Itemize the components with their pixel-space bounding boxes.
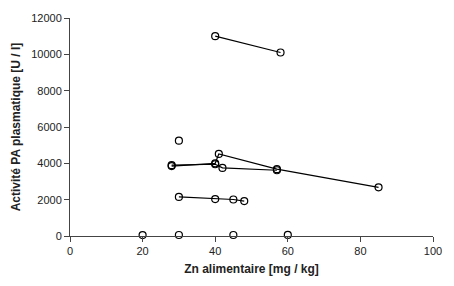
svg-text:Activité PA plasmatique [U / l: Activité PA plasmatique [U / l] xyxy=(9,43,23,212)
svg-text:40: 40 xyxy=(209,245,221,257)
svg-text:2000: 2000 xyxy=(37,194,61,206)
svg-text:10000: 10000 xyxy=(31,48,62,60)
svg-text:Zn alimentaire [mg / kg]: Zn alimentaire [mg / kg] xyxy=(184,262,319,276)
svg-text:60: 60 xyxy=(282,245,294,257)
svg-text:80: 80 xyxy=(354,245,366,257)
svg-text:6000: 6000 xyxy=(37,121,61,133)
svg-text:8000: 8000 xyxy=(37,85,61,97)
svg-text:0: 0 xyxy=(67,245,73,257)
svg-text:100: 100 xyxy=(424,245,442,257)
svg-text:0: 0 xyxy=(56,230,62,242)
svg-text:4000: 4000 xyxy=(37,157,61,169)
svg-text:12000: 12000 xyxy=(31,12,62,24)
svg-text:20: 20 xyxy=(136,245,148,257)
